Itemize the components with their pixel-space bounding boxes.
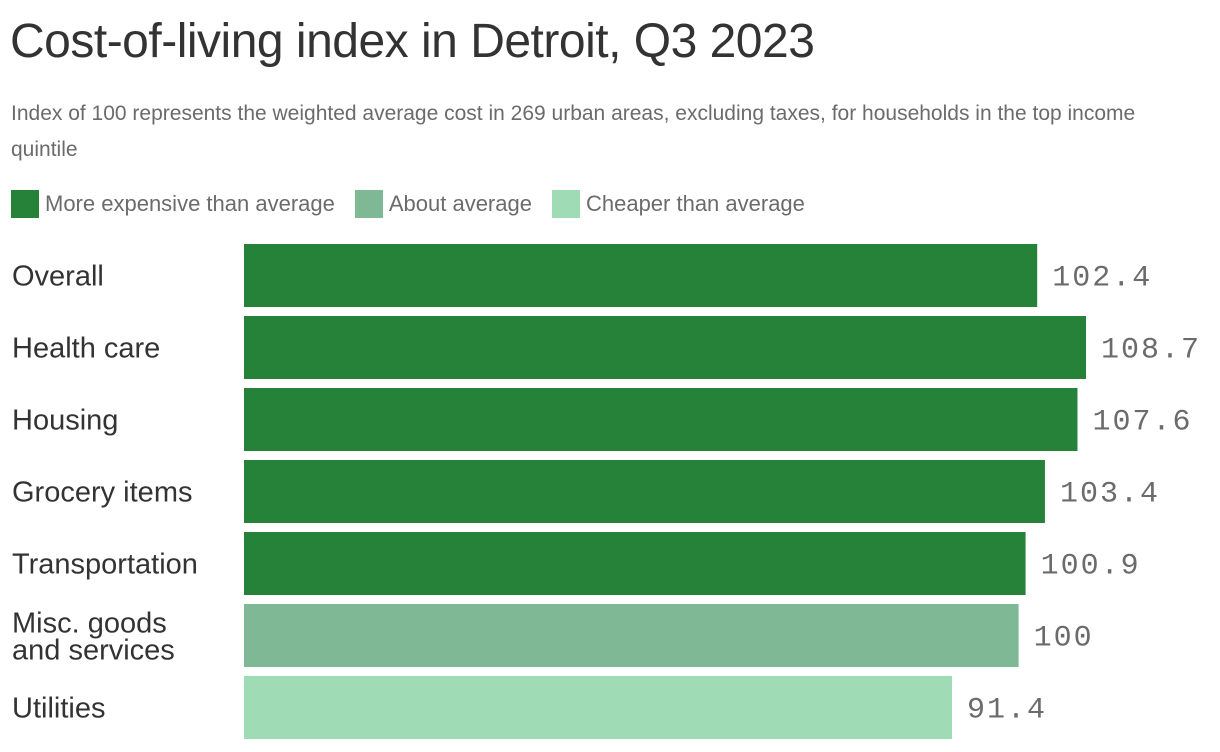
legend-item-about-average: About average [354, 190, 532, 218]
category-label-transportation: Transportation [12, 549, 198, 581]
legend-label-about-average: About average [388, 191, 532, 216]
bar-transportation [244, 532, 1026, 595]
legend-label-more-expensive: More expensive than average [45, 191, 335, 216]
category-label-misc-goods-and-services: Misc. goods and services [12, 608, 175, 667]
value-label-misc-goods-and-services: 100 [1034, 622, 1094, 656]
bar-grocery-items [244, 460, 1045, 523]
legend: More expensive than average About averag… [11, 189, 825, 219]
value-label-health-care: 108.7 [1101, 334, 1201, 368]
bar-chart: Overall 102.4 Health care 108.7 Housing 107.6… [12, 244, 1201, 739]
value-label-grocery-items: 103.4 [1060, 478, 1160, 512]
bar-housing [244, 388, 1078, 451]
legend-item-cheaper: Cheaper than average [551, 190, 805, 218]
category-label-health-care: Health care [12, 333, 160, 365]
bar-misc-goods-and-services [244, 604, 1019, 667]
bar-utilities [244, 676, 952, 739]
category-label-grocery-items: Grocery items [12, 477, 192, 509]
category-label-overall: Overall [12, 261, 104, 293]
legend-item-more-expensive: More expensive than average [11, 190, 335, 218]
category-label-utilities: Utilities [12, 693, 105, 725]
bar-health-care [244, 316, 1086, 379]
value-label-overall: 102.4 [1052, 262, 1152, 296]
legend-label-cheaper: Cheaper than average [585, 191, 805, 216]
legend-swatch-cheaper [551, 190, 580, 218]
chart-title: Cost-of-living index in Detroit, Q3 2023 [10, 15, 815, 68]
chart-subtitle: Index of 100 represents the weighted ave… [11, 102, 1136, 161]
legend-swatch-more-expensive [11, 190, 39, 218]
legend-swatch-about-average [354, 190, 383, 218]
value-label-transportation: 100.9 [1041, 550, 1141, 584]
value-label-utilities: 91.4 [967, 694, 1047, 728]
category-label-housing: Housing [12, 405, 118, 437]
bar-overall [244, 244, 1038, 307]
value-label-housing: 107.6 [1092, 406, 1192, 440]
